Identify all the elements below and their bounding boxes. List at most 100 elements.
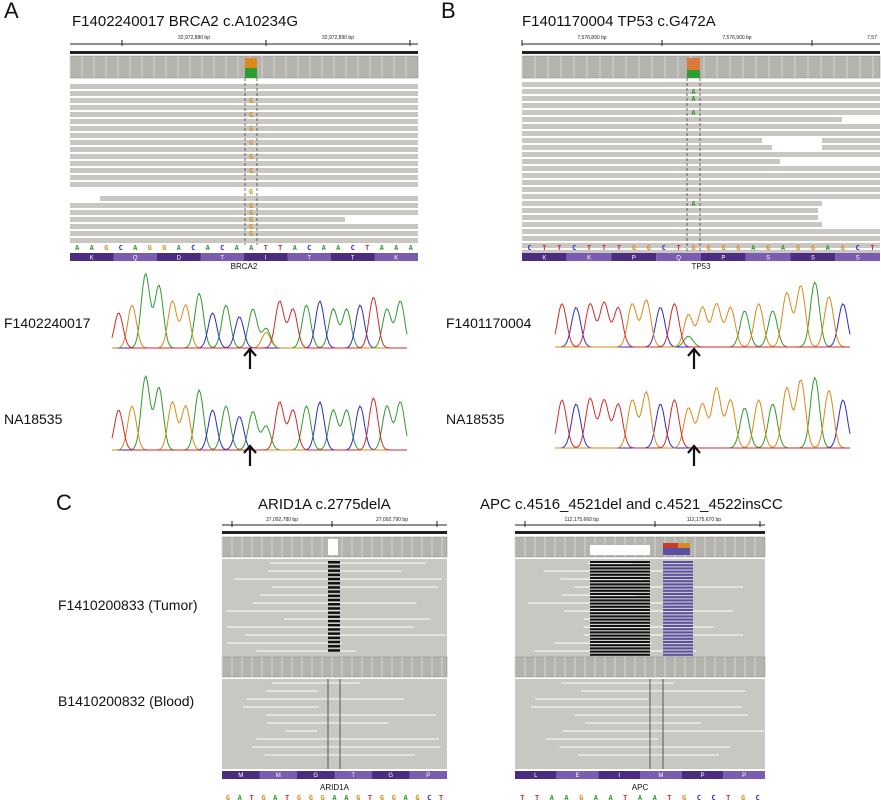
read: [522, 208, 818, 213]
deletion-coverage: [328, 539, 338, 555]
sequence-base: T: [439, 794, 443, 800]
amino-acid-label: M: [238, 773, 243, 779]
deletion-mark: [328, 599, 340, 602]
read: [522, 222, 822, 227]
insertion-mark: [663, 615, 693, 617]
trace-G: [112, 301, 407, 348]
trace-label-b2: NA18535: [446, 411, 504, 427]
sequence-base: A: [564, 794, 569, 800]
amino-acid-label: P: [632, 256, 636, 262]
arrow-icon: [240, 347, 260, 371]
insertion-mark: [663, 574, 693, 576]
sequence-base: G: [309, 794, 313, 800]
read: [70, 168, 418, 173]
sequence-base: G: [811, 244, 815, 252]
sequence-base: T: [520, 794, 524, 800]
deletion-mark: [590, 593, 650, 595]
deletion-mark: [590, 590, 650, 592]
read: [522, 138, 762, 143]
amino-acid-label: T: [220, 256, 224, 262]
deletion-mark: [590, 567, 650, 569]
sequence-base: A: [177, 244, 182, 252]
ruler-tick-label: 112,175,660 bp: [564, 517, 599, 523]
deletion-mark: [590, 577, 650, 579]
gene-name: APC: [632, 783, 649, 792]
insertion-mark: [663, 580, 693, 582]
variant-base: G: [249, 97, 253, 105]
read: [70, 84, 418, 89]
coverage-track: [222, 657, 447, 677]
insertion-mark: [663, 619, 693, 621]
arrow-icon: [240, 444, 260, 468]
amino-acid-label: G: [388, 773, 393, 779]
amino-acid-label: P: [721, 256, 725, 262]
amino-acid-label: K: [90, 256, 94, 262]
sequence-base: T: [535, 794, 539, 800]
insertion-mark: [663, 590, 693, 592]
sequence-base: A: [608, 794, 613, 800]
read: [522, 215, 818, 220]
sequence-base: G: [766, 244, 770, 252]
igv-view-apc: 112,175,660 bp 112,175,670 bp L E I M P P APC T T A…: [515, 515, 765, 800]
deletion-mark: [328, 649, 340, 652]
deletion-mark: [590, 622, 650, 624]
read: [70, 231, 418, 236]
insertion-coverage: [678, 543, 690, 548]
sequence-base: C: [756, 794, 760, 800]
panel-a-title: F1402240017 BRCA2 c.A10234G: [72, 13, 298, 30]
sequence-base: C: [427, 794, 431, 800]
sequence-base: A: [90, 244, 95, 252]
insertion-mark: [663, 596, 693, 598]
insertion-mark: [663, 651, 693, 653]
sequence-base: A: [206, 244, 211, 252]
sequence-base: G: [415, 794, 419, 800]
panel-c-left-title: ARID1A c.2775delA: [258, 496, 391, 513]
read: [70, 126, 418, 131]
coverage-track: [515, 657, 765, 677]
variant-coverage-bottom: [245, 68, 257, 78]
sequence-base: A: [322, 244, 327, 252]
read: [70, 147, 418, 152]
read: [70, 210, 418, 215]
deletion-mark: [328, 620, 340, 623]
gene-name: ARID1A: [320, 783, 350, 792]
sequence-base: C: [527, 244, 531, 252]
deletion-mark: [590, 619, 650, 621]
insertion-mark: [663, 593, 693, 595]
read: [70, 182, 418, 187]
deletion-mark: [328, 578, 340, 581]
insertion-mark: [663, 644, 693, 646]
sequence-base: G: [736, 244, 740, 252]
deletion-mark: [590, 606, 650, 608]
sequence-base: T: [667, 794, 671, 800]
insertion-mark: [663, 567, 693, 569]
sequence-base: A: [653, 794, 658, 800]
sequence-base: G: [741, 794, 745, 800]
igv-view-a: 32,972,880 bp 32,972,890 bpGGGGGGGGGGGGA A…: [70, 32, 420, 264]
sequence-base: A: [293, 244, 298, 252]
sequence-base: T: [249, 794, 253, 800]
insertion-mark: [663, 622, 693, 624]
sequence-base: G: [721, 244, 725, 252]
gene-name: TP53: [691, 262, 711, 271]
read: [70, 105, 418, 110]
amino-acid-label: D: [177, 256, 182, 262]
deletion-mark: [590, 644, 650, 646]
insertion-mark: [663, 599, 693, 601]
sequence-base: G: [356, 794, 360, 800]
amino-acid-label: K: [394, 256, 398, 262]
insertion-mark: [663, 612, 693, 614]
amino-acid-label: P: [742, 773, 746, 779]
read: [522, 103, 880, 108]
deletion-mark: [328, 590, 340, 593]
panel-letter-b: B: [441, 0, 456, 24]
insertion-mark: [663, 606, 693, 608]
sequence-base: G: [682, 794, 686, 800]
sequence-base: C: [351, 244, 355, 252]
insertion-mark: [663, 631, 693, 633]
sequence-base: A: [638, 794, 643, 800]
read: [70, 133, 418, 138]
insertion-mark: [663, 583, 693, 585]
read: [522, 180, 880, 185]
sequence-base: C: [191, 244, 195, 252]
